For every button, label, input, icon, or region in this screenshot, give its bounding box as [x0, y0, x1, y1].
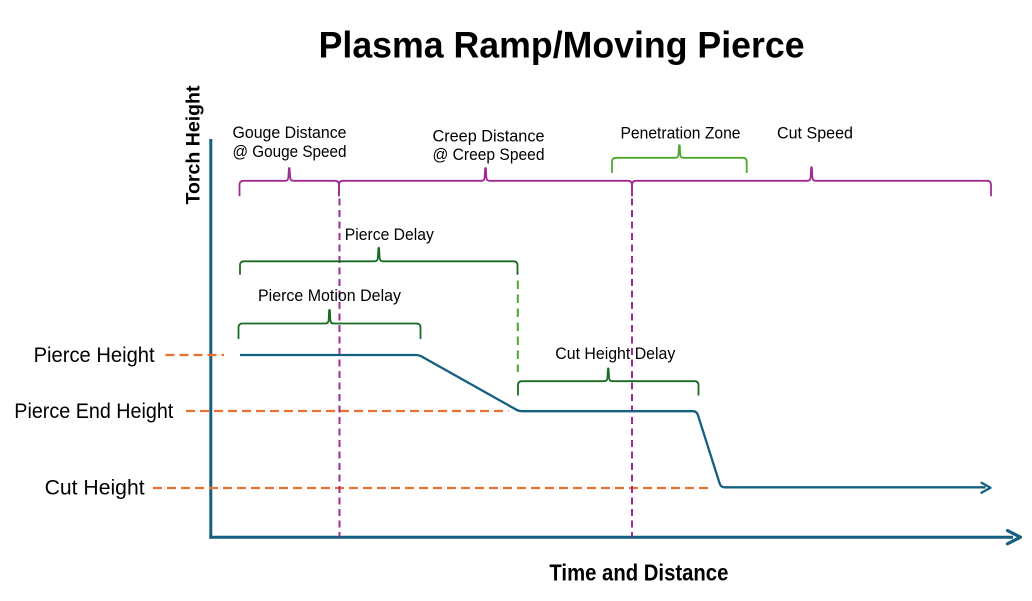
svg-text:Cut Speed: Cut Speed — [777, 123, 853, 142]
svg-text:Penetration Zone: Penetration Zone — [621, 123, 741, 142]
svg-text:Torch Height: Torch Height — [183, 85, 205, 204]
svg-text:Gouge Distance: Gouge Distance — [233, 123, 347, 142]
svg-text:Cut Height Delay: Cut Height Delay — [555, 344, 675, 363]
svg-text:Plasma Ramp/Moving Pierce: Plasma Ramp/Moving Pierce — [319, 24, 805, 66]
svg-text:@ Creep Speed: @ Creep Speed — [433, 145, 545, 164]
svg-text:Creep Distance: Creep Distance — [433, 126, 545, 145]
svg-text:Cut Height: Cut Height — [45, 476, 145, 499]
svg-text:@ Gouge Speed: @ Gouge Speed — [233, 142, 347, 161]
svg-text:Pierce Height: Pierce Height — [34, 344, 155, 367]
svg-text:Pierce Motion Delay: Pierce Motion Delay — [258, 286, 401, 305]
svg-text:Pierce End Height: Pierce End Height — [14, 400, 173, 423]
svg-text:Pierce Delay: Pierce Delay — [345, 225, 434, 244]
svg-text:Time and Distance: Time and Distance — [549, 560, 728, 586]
